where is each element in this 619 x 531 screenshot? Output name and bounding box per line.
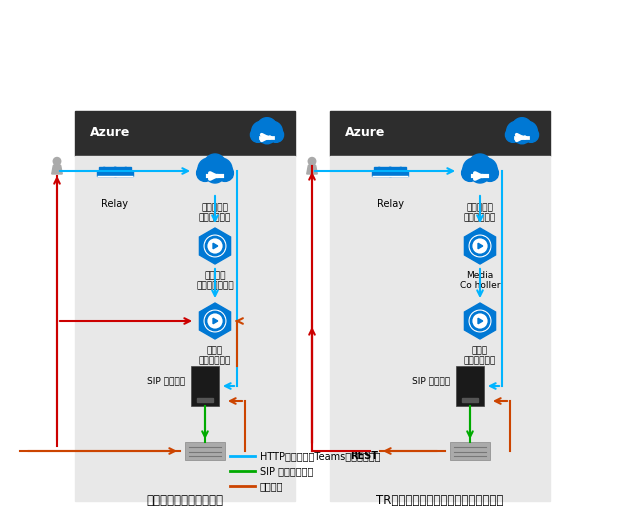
Bar (374, 167, 406, 171)
Circle shape (524, 127, 539, 142)
Bar (114, 167, 116, 176)
Bar (456, 366, 484, 406)
Polygon shape (213, 243, 218, 249)
Polygon shape (52, 164, 63, 174)
Circle shape (53, 158, 61, 165)
Text: メディ
アプロセッサ: メディ アプロセッサ (199, 346, 231, 365)
Polygon shape (199, 228, 231, 264)
Circle shape (258, 126, 276, 144)
Circle shape (209, 239, 222, 252)
Text: ダイレクト
ルーティング: ダイレクト ルーティング (199, 203, 231, 222)
Polygon shape (464, 228, 496, 264)
Circle shape (469, 154, 491, 176)
Polygon shape (213, 318, 218, 324)
Bar (97, 171, 133, 176)
Circle shape (205, 163, 225, 183)
Circle shape (517, 121, 537, 141)
Circle shape (462, 165, 478, 182)
Circle shape (513, 126, 531, 144)
Circle shape (269, 127, 284, 142)
Circle shape (204, 310, 226, 332)
Circle shape (469, 235, 491, 257)
Circle shape (482, 165, 498, 182)
Bar (191, 366, 219, 406)
Text: TRを使用して呼び出しをバイパスする: TRを使用して呼び出しをバイパスする (376, 494, 504, 508)
Circle shape (507, 121, 527, 141)
Circle shape (102, 167, 106, 171)
Text: メディ
アプロセッサ: メディ アプロセッサ (464, 346, 496, 365)
Text: Media
Co holler: Media Co holler (460, 271, 500, 290)
Bar (99, 167, 131, 171)
Text: Relay: Relay (376, 199, 404, 209)
Circle shape (506, 127, 521, 142)
Circle shape (251, 127, 266, 142)
Circle shape (470, 163, 490, 183)
Bar (252, 134, 282, 139)
Circle shape (113, 167, 117, 171)
Circle shape (217, 165, 233, 182)
Circle shape (252, 121, 272, 141)
Bar (75, 156, 295, 501)
Circle shape (463, 158, 485, 180)
Text: メディア: メディア (260, 481, 284, 491)
Text: HTTPを使用したTeamsシグナリング: HTTPを使用したTeamsシグナリング (260, 451, 381, 461)
Circle shape (512, 118, 532, 138)
Circle shape (308, 158, 316, 165)
Text: REST: REST (350, 451, 378, 461)
Bar (330, 111, 550, 156)
Bar (75, 111, 295, 156)
Circle shape (209, 315, 222, 327)
Circle shape (257, 118, 277, 138)
Polygon shape (478, 243, 483, 249)
Bar (507, 134, 537, 139)
Bar (463, 172, 497, 177)
Bar (185, 442, 225, 460)
Circle shape (204, 235, 226, 257)
Circle shape (197, 165, 214, 182)
Circle shape (262, 121, 282, 141)
Circle shape (475, 158, 497, 180)
Text: SIP プロキシ: SIP プロキシ (412, 376, 450, 386)
Text: SIP プロキシ: SIP プロキシ (147, 376, 185, 386)
Polygon shape (199, 303, 231, 339)
Polygon shape (307, 164, 318, 174)
Circle shape (210, 158, 232, 180)
Text: Azure: Azure (90, 126, 131, 140)
Circle shape (469, 310, 491, 332)
Text: ダイレクト
ルーティング: ダイレクト ルーティング (464, 203, 496, 222)
Text: SIP シグナリング: SIP シグナリング (260, 466, 313, 476)
Bar (372, 171, 408, 176)
Circle shape (399, 167, 402, 171)
Circle shape (474, 315, 487, 327)
Text: Azure: Azure (345, 126, 386, 140)
Text: メディア
コントローラー: メディア コントローラー (196, 271, 234, 290)
Circle shape (198, 158, 220, 180)
Polygon shape (478, 318, 483, 324)
Bar (197, 398, 214, 402)
Text: Relay: Relay (102, 199, 129, 209)
Text: バイパス以外の呼び出し: バイパス以外の呼び出し (147, 494, 223, 508)
Bar (450, 442, 490, 460)
Circle shape (124, 167, 128, 171)
Bar (198, 172, 232, 177)
Polygon shape (464, 303, 496, 339)
Bar (462, 398, 478, 402)
Circle shape (204, 154, 226, 176)
Circle shape (388, 167, 392, 171)
Circle shape (474, 239, 487, 252)
Bar (330, 156, 550, 501)
Bar (389, 167, 391, 176)
Circle shape (378, 167, 381, 171)
